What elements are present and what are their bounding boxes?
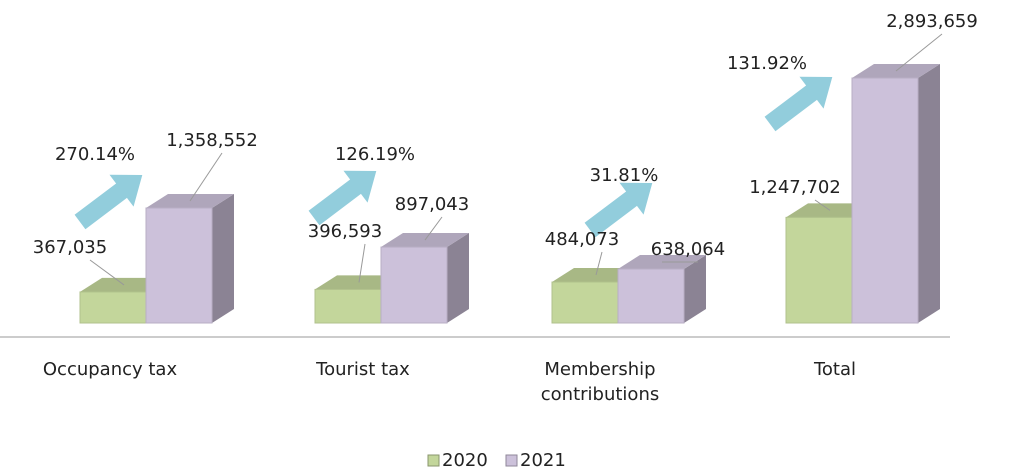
x-tick-label: Membership contributions xyxy=(540,359,660,405)
x-tick-label: Tourist tax xyxy=(316,359,410,380)
legend-swatch xyxy=(427,454,440,467)
value-label: 484,073 xyxy=(545,229,619,250)
value-label: 2,893,659 xyxy=(886,11,978,32)
leader-line xyxy=(89,259,125,286)
growth-label: 131.92% xyxy=(727,53,807,74)
bar-front xyxy=(617,268,685,324)
legend-label: 2021 xyxy=(520,450,566,471)
bar xyxy=(380,233,469,324)
leader-line xyxy=(358,243,366,283)
growth-label: 270.14% xyxy=(55,144,135,165)
bar-side xyxy=(684,254,706,323)
leader-line xyxy=(814,199,831,211)
leader-line xyxy=(895,33,943,72)
growth-label: 126.19% xyxy=(335,144,415,165)
leader-line xyxy=(424,216,443,241)
value-label: 1,358,552 xyxy=(166,130,258,151)
value-label: 897,043 xyxy=(395,194,469,215)
bar-front xyxy=(314,288,382,324)
bar-front xyxy=(380,246,448,324)
bar-side xyxy=(447,233,469,323)
bar-side xyxy=(918,64,940,323)
bar-side xyxy=(212,193,234,323)
arrow xyxy=(764,76,833,132)
value-label: 1,247,702 xyxy=(749,177,841,198)
legend-label: 2020 xyxy=(442,450,488,471)
arrow xyxy=(308,170,377,226)
legend-swatch xyxy=(505,454,518,467)
x-tick-label: Occupancy tax xyxy=(42,359,178,380)
value-label: 396,593 xyxy=(308,221,382,242)
bar-front xyxy=(551,281,619,324)
value-label: 367,035 xyxy=(33,237,107,258)
arrow xyxy=(74,174,143,230)
bar xyxy=(617,254,706,324)
bar-front xyxy=(79,291,147,324)
bar-front xyxy=(785,216,853,324)
value-label: 638,064 xyxy=(651,239,725,260)
bar xyxy=(851,64,940,324)
growth-arrows xyxy=(74,76,833,238)
arrow xyxy=(584,182,653,238)
leader-line xyxy=(595,251,603,276)
leader-line xyxy=(189,152,223,202)
bar xyxy=(145,193,234,324)
growth-label: 31.81% xyxy=(590,165,659,186)
x-tick-label: Total xyxy=(813,359,857,380)
bar-front xyxy=(851,77,919,324)
bar-front xyxy=(145,207,213,324)
